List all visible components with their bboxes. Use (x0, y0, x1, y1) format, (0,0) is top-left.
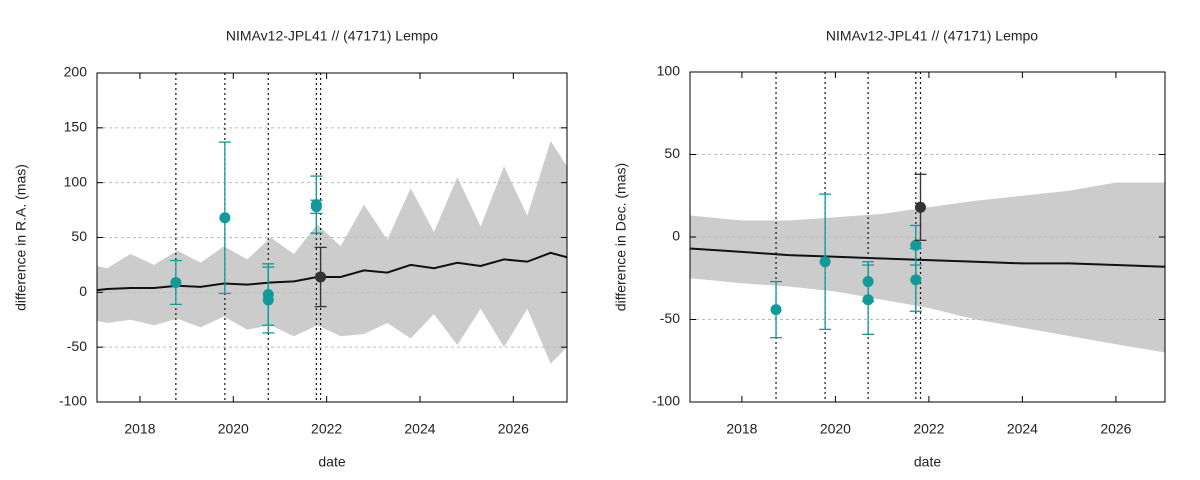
error-bar (909, 247, 922, 312)
uncertainty-band (97, 140, 567, 364)
error-bar (218, 141, 231, 295)
x-tick-label: 2024 (1007, 421, 1038, 437)
y-tick-label: 50 (71, 228, 87, 244)
data-point (315, 271, 327, 283)
x-tick-label: 2022 (311, 421, 342, 437)
data-point (910, 274, 922, 286)
x-tick-label: 2026 (1100, 421, 1131, 437)
error-bar (862, 264, 875, 336)
y-axis-label: difference in Dec. (mas) (613, 163, 629, 311)
mean-line (689, 247, 1166, 268)
plot-frame (96, 72, 568, 403)
y-tick-label: -50 (660, 310, 680, 326)
data-point (262, 294, 274, 306)
mean-line (96, 251, 568, 292)
data-point (862, 294, 874, 306)
chart-title: NIMAv12-JPL41 // (47171) Lempo (826, 28, 1038, 44)
y-tick-label: -50 (67, 338, 87, 354)
y-tick-label: 50 (664, 145, 680, 161)
data-point (914, 201, 926, 213)
chart-title: NIMAv12-JPL41 // (47171) Lempo (226, 28, 438, 44)
x-axis-label: date (318, 454, 345, 470)
y-tick-label: 0 (79, 283, 87, 299)
data-point (219, 212, 231, 224)
data-point (310, 201, 322, 213)
error-bar (770, 280, 783, 339)
data-point (819, 256, 831, 268)
error-bar (169, 259, 182, 306)
x-axis-label: date (914, 454, 941, 470)
data-point (170, 276, 182, 288)
y-axis-label: difference in R.A. (mas) (13, 164, 29, 311)
y-tick-label: -100 (652, 393, 680, 409)
plot-frame (689, 71, 1166, 403)
error-bar (914, 173, 927, 241)
error-bar (819, 193, 832, 331)
data-point (770, 304, 782, 316)
error-bar (262, 266, 275, 334)
error-bar (314, 246, 327, 308)
y-tick-label: 100 (657, 63, 681, 79)
y-tick-label: 100 (64, 173, 88, 189)
y-tick-label: 0 (672, 228, 680, 244)
y-tick-label: 150 (64, 119, 88, 135)
error-bar (310, 199, 323, 215)
x-tick-label: 2020 (218, 421, 249, 437)
y-tick-label: 200 (64, 64, 88, 80)
x-tick-label: 2018 (726, 421, 757, 437)
x-tick-label: 2026 (498, 421, 529, 437)
x-tick-label: 2018 (124, 421, 155, 437)
x-tick-label: 2020 (820, 421, 851, 437)
x-tick-label: 2024 (404, 421, 435, 437)
y-tick-label: -100 (59, 393, 87, 409)
uncertainty-band (690, 182, 1165, 353)
x-tick-label: 2022 (913, 421, 944, 437)
